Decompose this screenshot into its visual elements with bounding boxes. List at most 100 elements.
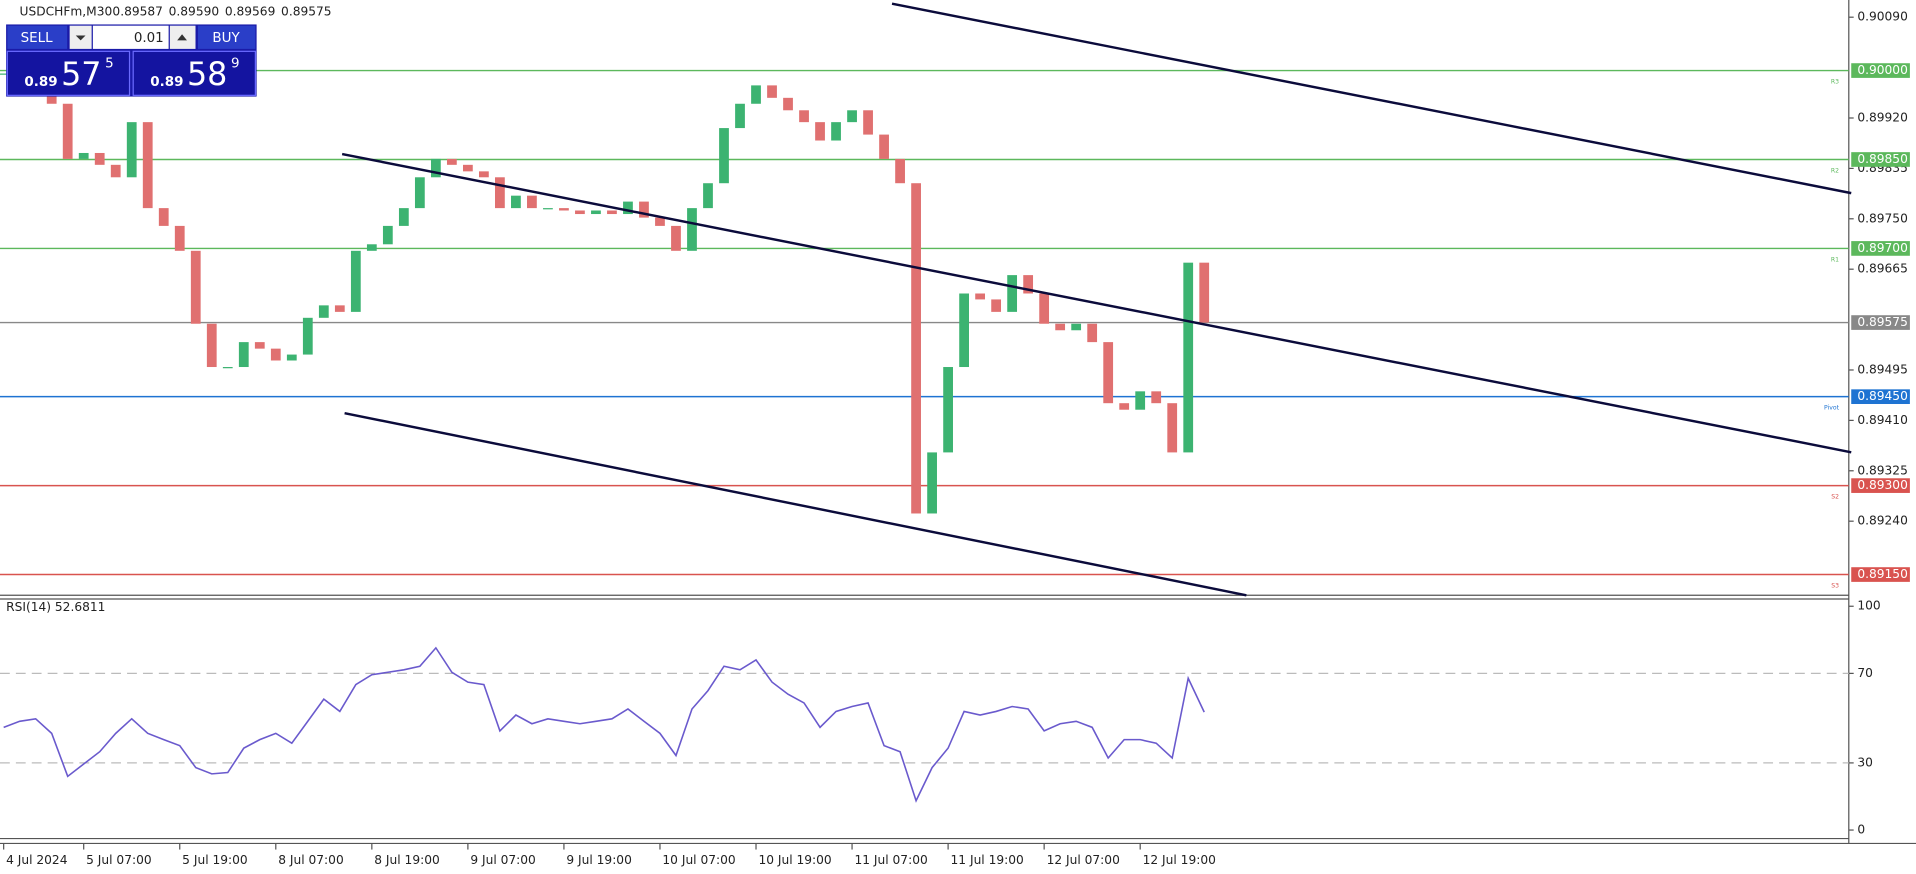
candle (575, 210, 585, 215)
candle (879, 134, 889, 159)
candle (142, 122, 153, 209)
y-tick-label: 30 (1857, 755, 1873, 769)
sell-button[interactable] (7, 25, 68, 49)
y-tick-label: 100 (1857, 599, 1880, 613)
candle (126, 122, 137, 178)
candle (495, 177, 505, 209)
candle (687, 208, 697, 251)
candle (414, 177, 425, 209)
candle (382, 225, 393, 245)
candle (270, 348, 281, 361)
candle (1039, 293, 1050, 324)
x-tick-label: 5 Jul 07:00 (86, 853, 151, 867)
rsi-line (3, 646, 1205, 803)
candle (222, 367, 233, 369)
arrow-down (75, 35, 86, 41)
symbol-header: USDCHFm,M30 0.89587 0.89590 0.89569 0.89… (20, 5, 332, 19)
candle (607, 210, 617, 215)
bid-small: 5 (105, 57, 114, 72)
candle (366, 244, 377, 251)
candle (238, 342, 249, 368)
x-tick-label: 8 Jul 19:00 (374, 853, 439, 867)
candle (1103, 342, 1114, 404)
level-label: 0.89150 (1857, 567, 1908, 581)
candle (991, 299, 1002, 312)
ask-small: 9 (231, 57, 240, 72)
level-tag (1851, 315, 1910, 330)
trend-line (341, 152, 1852, 454)
candle (94, 152, 105, 165)
level-tag (1851, 478, 1910, 493)
y-tick-label: 0.89665 (1857, 262, 1908, 276)
candle (1151, 391, 1162, 404)
candle (751, 85, 761, 104)
candle (254, 342, 265, 349)
lot-value: 0.01 (134, 31, 164, 46)
x-tick-label: 9 Jul 07:00 (470, 853, 535, 867)
level-tag (1851, 152, 1910, 167)
candle (334, 305, 345, 312)
candle (703, 183, 713, 209)
candle (959, 293, 969, 368)
bid-prefix: 0.89 (24, 75, 57, 90)
y-tick-label: 0.89920 (1857, 110, 1908, 124)
x-tick-label: 11 Jul 19:00 (951, 853, 1024, 867)
level-label: 0.90000 (1857, 63, 1908, 77)
candle (479, 171, 489, 178)
candle (511, 195, 521, 209)
trade-panel: SELL 0.01 BUY 0.89 57 5 0.89 58 9 (6, 24, 257, 97)
level-label: 0.89450 (1857, 389, 1908, 403)
candle (1199, 262, 1210, 323)
bid-box[interactable] (6, 50, 131, 96)
candle (735, 103, 745, 129)
candle (799, 110, 809, 123)
y-tick-label: 0.90090 (1857, 10, 1908, 24)
level-label: 0.89300 (1857, 478, 1908, 492)
candle (62, 103, 73, 159)
y-tick-label: 0.89495 (1857, 362, 1908, 376)
candle (1055, 323, 1066, 331)
x-tick-label: 4 Jul 2024 (6, 853, 68, 867)
candle (110, 164, 121, 178)
x-tick-label: 9 Jul 19:00 (566, 853, 631, 867)
x-tick-label: 10 Jul 19:00 (758, 853, 831, 867)
symbol: USDCHFm,M30 (20, 5, 113, 19)
sell-label: SELL (21, 31, 54, 46)
quote: 0.89575 (281, 5, 332, 19)
ask-box[interactable] (132, 50, 256, 96)
candle (206, 323, 217, 368)
candle (783, 97, 793, 111)
lot-input[interactable] (92, 25, 169, 49)
candle (0, 73, 9, 75)
candle (847, 110, 857, 123)
candle (895, 158, 905, 184)
candle (462, 164, 473, 172)
level-tag (1851, 63, 1910, 78)
candle (350, 250, 361, 312)
candle (655, 217, 665, 226)
candle (46, 91, 57, 104)
candle (671, 225, 681, 251)
y-tick-label: 0.89325 (1857, 463, 1908, 477)
candle (863, 110, 873, 135)
candle (543, 208, 553, 210)
y-tick-label: 0 (1857, 823, 1865, 837)
level-name: R1 (1831, 256, 1839, 263)
candle (1023, 275, 1034, 294)
candle (911, 183, 921, 514)
candle (318, 305, 329, 318)
x-tick-label: 5 Jul 19:00 (182, 853, 247, 867)
candle (430, 158, 441, 178)
x-tick-label: 8 Jul 07:00 (278, 853, 343, 867)
candle (174, 225, 185, 251)
level-label: 0.89575 (1857, 315, 1908, 329)
arrow-up (177, 34, 187, 41)
candle (446, 158, 457, 165)
rsi-title: RSI(14) 52.6811 (6, 600, 105, 614)
buy-button[interactable] (197, 25, 256, 49)
candle (767, 85, 777, 98)
candle (302, 317, 313, 355)
trend-line (344, 411, 1247, 597)
